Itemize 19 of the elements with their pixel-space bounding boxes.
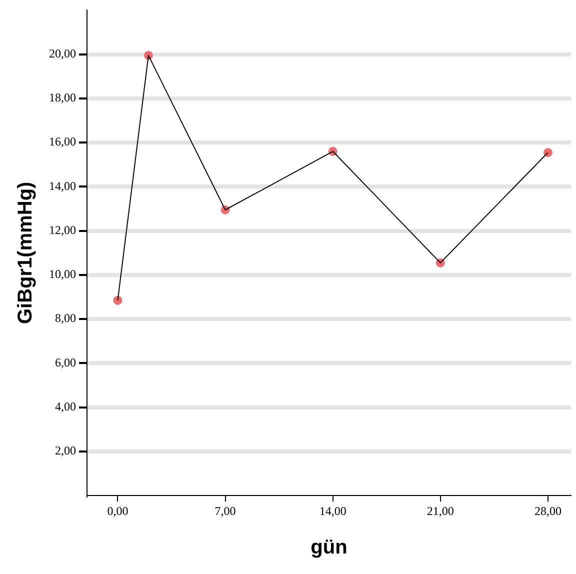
y-tick-label: 12,00 bbox=[49, 222, 76, 237]
y-tick-label: 2,00 bbox=[55, 444, 76, 458]
y-tick-label: 4,00 bbox=[55, 400, 76, 414]
y-tick-label: 8,00 bbox=[55, 311, 76, 326]
x-tick-label: 28,00 bbox=[534, 504, 562, 518]
y-axis-title: GiBgr1(mmHg) bbox=[14, 182, 37, 324]
point bbox=[113, 296, 122, 305]
x-tick-label: 14,00 bbox=[319, 504, 346, 518]
y-tick-label: 16,00 bbox=[49, 134, 76, 149]
y-tick-label: 6,00 bbox=[55, 355, 76, 370]
y-tick-label: 20,00 bbox=[49, 46, 76, 60]
y-tick-label: 10,00 bbox=[49, 267, 76, 282]
x-axis-title: gün bbox=[310, 536, 348, 559]
x-tick-label: 7,00 bbox=[214, 504, 236, 518]
point bbox=[543, 148, 552, 158]
y-tick-label: 14,00 bbox=[49, 178, 76, 193]
x-tick-label: 0,00 bbox=[107, 504, 128, 518]
x-tick-label: 21,00 bbox=[426, 504, 454, 518]
y-tick-label: 18,00 bbox=[49, 90, 76, 105]
